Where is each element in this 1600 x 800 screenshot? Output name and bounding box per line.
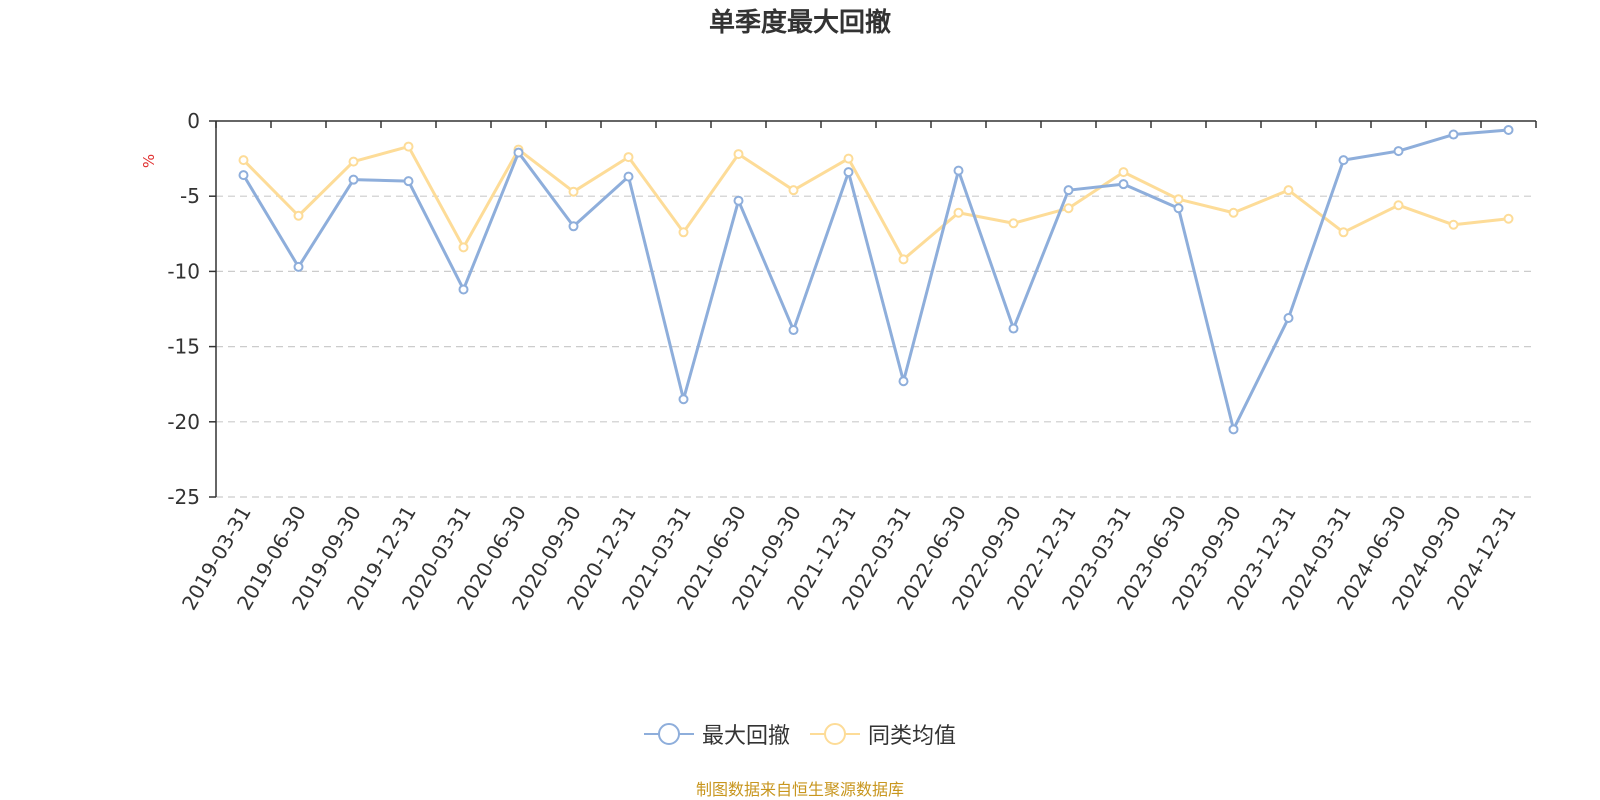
legend-label-drawdown: 最大回撤 [701,724,790,749]
data-point [1393,200,1404,211]
y-tick-label: -25 [167,485,200,509]
data-point [1228,424,1239,435]
data-point [293,210,304,221]
data-point [568,221,579,232]
data-point [1063,203,1074,214]
data-point [788,325,799,336]
data-point [733,149,744,160]
data-point [1008,218,1019,229]
data-point [1228,207,1239,218]
data-point [1338,227,1349,238]
data-point [678,394,689,405]
y-axis-unit-label: % [140,154,158,168]
data-point [623,171,634,182]
legend-item-drawdown[interactable]: 最大回撤 [643,718,790,750]
data-point [788,185,799,196]
data-point [678,227,689,238]
data-point [953,207,964,218]
data-point [1283,313,1294,324]
y-tick-label: -15 [167,335,200,359]
data-point [348,156,359,167]
y-tick-label: -5 [180,184,200,208]
data-point [898,376,909,387]
series-line-1 [242,145,1509,261]
data-point [733,195,744,206]
data-point [403,141,414,152]
data-point [348,174,359,185]
data-point [953,165,964,176]
y-tick-label: -10 [167,259,200,283]
data-point [458,284,469,295]
data-point [403,176,414,187]
data-source-note: 制图数据来自恒生聚源数据库 [695,780,904,799]
data-point [1338,155,1349,166]
data-point [293,261,304,272]
data-point [1008,323,1019,334]
data-point [1503,125,1514,136]
data-point [898,254,909,265]
data-point [1173,203,1184,214]
data-point [843,153,854,164]
data-point [1283,185,1294,196]
data-point [238,155,249,166]
data-point [238,170,249,181]
data-point [623,152,634,163]
y-tick-label: -20 [167,410,200,434]
y-tick-label: 0 [187,109,200,133]
data-point [843,167,854,178]
legend-marker-icon [643,723,694,745]
data-point [1393,146,1404,157]
data-point [1448,129,1459,140]
data-point [1118,179,1129,190]
data-point [1503,213,1514,224]
series-line-0 [242,128,1509,431]
data-point [513,147,524,158]
legend-item-peer-average[interactable]: 同类均值 [810,718,956,750]
legend-marker-icon [810,723,860,745]
data-point [1173,194,1184,205]
data-point [1118,167,1129,178]
data-point [458,242,469,253]
legend-label-peer-average: 同类均值 [868,724,957,749]
data-point [1448,219,1459,230]
chart-title: 单季度最大回撤 [708,8,891,38]
data-point [1063,185,1074,196]
legend: 最大回撤 同类均值 [0,718,1600,750]
data-point [568,186,579,197]
